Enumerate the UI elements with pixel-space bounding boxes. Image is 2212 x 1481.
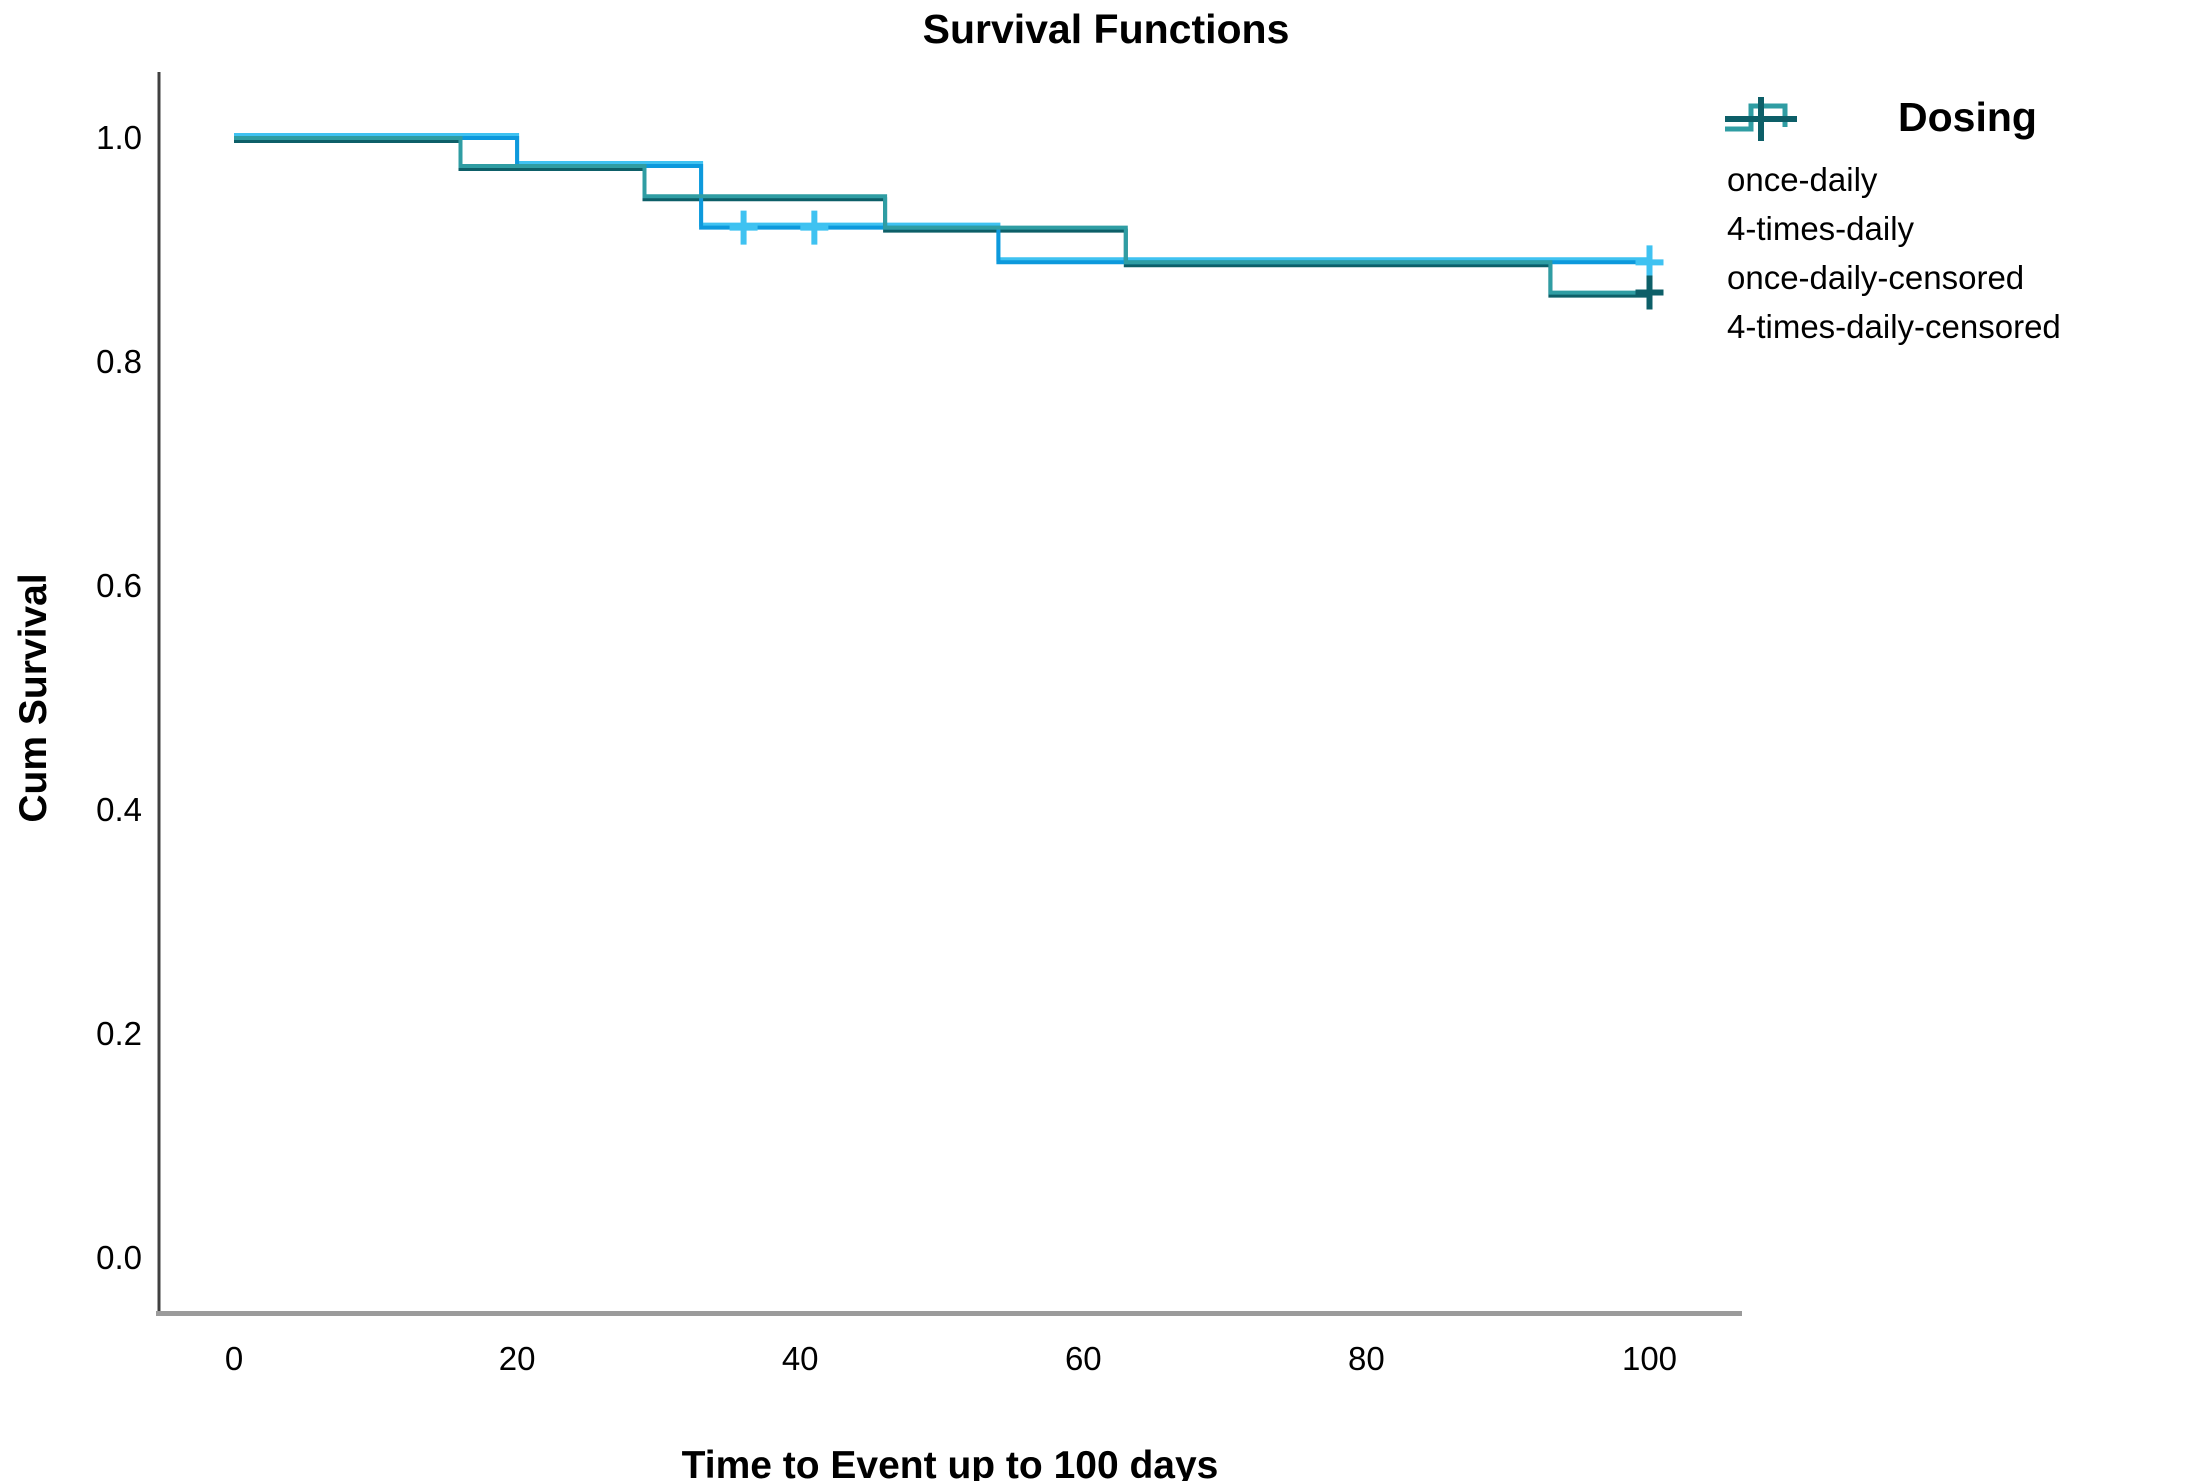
legend-item-once-daily-censored: once-daily-censored xyxy=(1723,97,2212,302)
legend-item-label: 4-times-daily xyxy=(1727,209,1915,247)
legend-item-label: once-daily xyxy=(1727,160,1878,198)
legend-glyph-path xyxy=(1725,97,1797,141)
censored-curve-4-times-daily xyxy=(234,139,1650,298)
x-tick-label: 60 xyxy=(1064,1340,1102,1377)
y-axis-title: Cum Survival xyxy=(12,573,55,823)
censored-curve-once-daily xyxy=(234,133,1650,262)
x-tick-label: 0 xyxy=(224,1340,244,1377)
legend-title: Dosing xyxy=(1898,94,2037,140)
legend-item-4-times-daily: 4-times-daily xyxy=(1723,103,2212,253)
chart-title: Survival Functions xyxy=(922,6,1290,52)
censor-marker-once-daily xyxy=(729,210,758,245)
y-tick-label: 1.0 xyxy=(96,119,142,156)
y-tick-label: 0.6 xyxy=(96,567,142,604)
y-tick-label: 0.8 xyxy=(96,343,142,380)
legend-glyph-path xyxy=(1725,103,1788,132)
y-tick-label: 0.4 xyxy=(96,791,142,828)
y-tick-label: 0.0 xyxy=(96,1239,142,1276)
x-tick-label: 40 xyxy=(781,1340,819,1377)
legend-item-4-times-daily-censored: 4-times-daily-censored xyxy=(1723,97,2212,351)
legend: Dosing once-daily 4-times-daily once-daily… xyxy=(1723,94,2212,351)
x-tick-label: 80 xyxy=(1348,1340,1385,1377)
x-tick-label: 100 xyxy=(1621,1340,1678,1377)
x-axis-title: Time to Event up to 100 days xyxy=(681,1444,1219,1481)
legend-items: once-daily 4-times-daily once-daily-censor… xyxy=(1723,97,2212,351)
y-tick-label: 0.2 xyxy=(96,1015,142,1052)
step-line-icon xyxy=(1725,103,1788,132)
censor-marker-4-times-daily xyxy=(1635,275,1664,310)
x-axis-line xyxy=(156,1311,1742,1316)
censor-plus-icon xyxy=(1725,97,1797,141)
censor-marker-once-daily xyxy=(1635,245,1664,280)
survival-curve-once-daily xyxy=(234,136,1650,265)
censor-marker-once-daily xyxy=(800,210,829,245)
legend-item-label: 4-times-daily-censored xyxy=(1727,307,2061,345)
x-tick-label: 20 xyxy=(498,1340,536,1377)
survival-curve-4-times-daily xyxy=(234,136,1650,295)
legend-item-once-daily: once-daily xyxy=(1723,103,2212,204)
legend-item-label: once-daily-censored xyxy=(1727,258,2025,296)
